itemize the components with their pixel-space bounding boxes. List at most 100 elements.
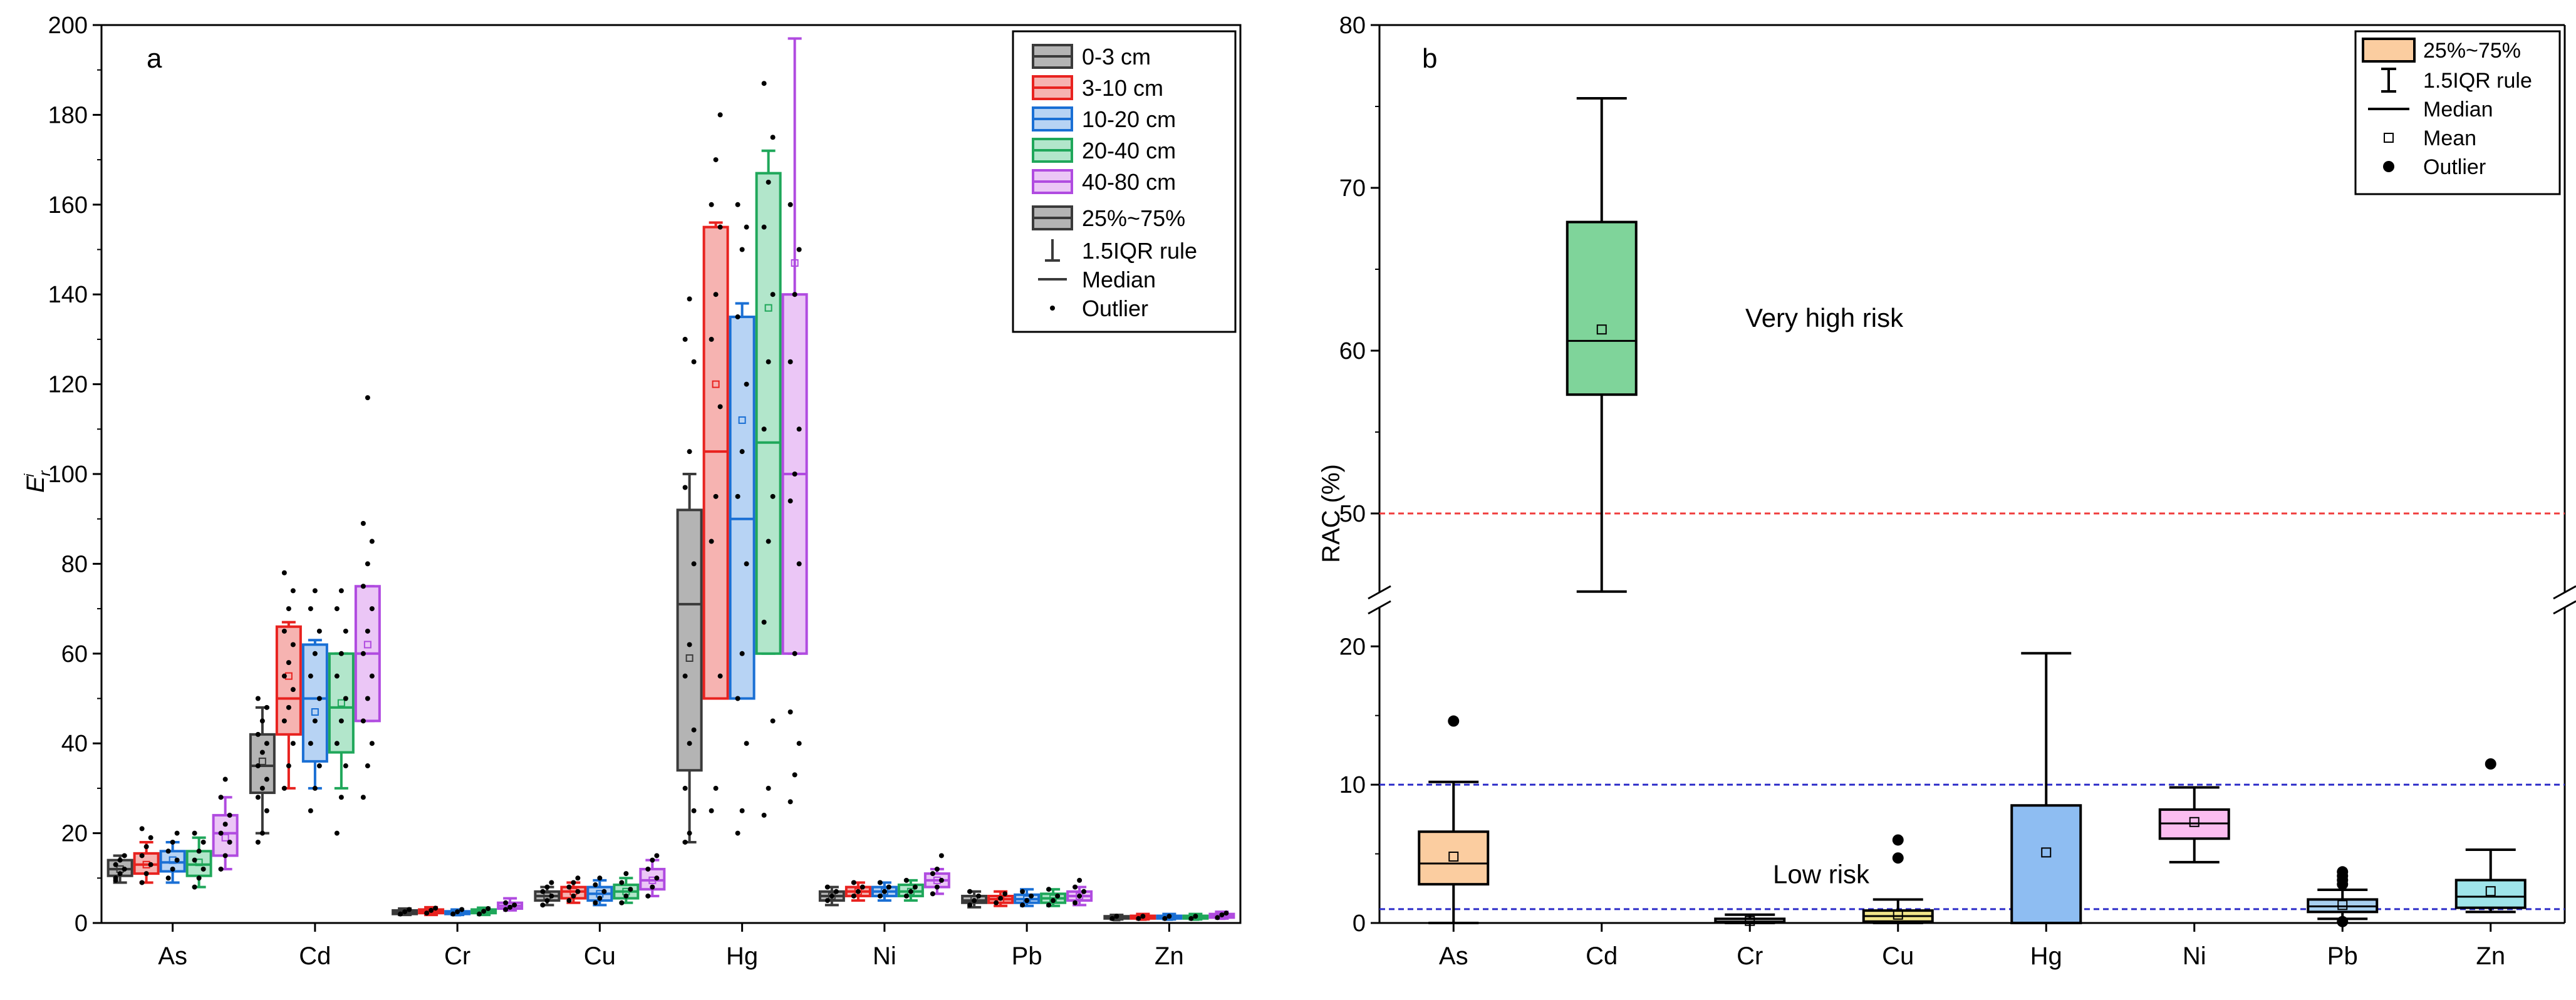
y-tick-label-a: 40 — [61, 731, 88, 757]
panel-label-b: b — [1422, 43, 1437, 74]
mean-marker-cd — [1596, 324, 1607, 335]
data-point — [739, 651, 745, 656]
legend-mean-icon-b — [2384, 133, 2394, 143]
data-point — [486, 906, 491, 912]
data-point — [312, 651, 318, 656]
y-tick-label-b: 0 — [1353, 910, 1366, 937]
mean-marker — [258, 757, 266, 765]
data-point — [687, 642, 692, 647]
data-point — [645, 866, 651, 872]
data-point — [761, 812, 767, 818]
data-point — [735, 696, 740, 701]
data-point — [148, 862, 153, 867]
x-tick-label-a: Cu — [584, 942, 616, 970]
data-point — [196, 848, 202, 854]
x-tick-label-b: As — [1439, 942, 1468, 970]
data-point — [687, 830, 692, 836]
data-point — [994, 900, 999, 905]
data-point — [407, 907, 412, 912]
data-point — [761, 224, 767, 230]
data-point — [691, 359, 697, 364]
outlier-point-zn — [2485, 758, 2496, 770]
data-point — [792, 472, 797, 477]
data-point — [143, 844, 149, 850]
data-point — [507, 904, 513, 910]
y-tick-label-a: 60 — [61, 641, 88, 668]
data-point — [650, 857, 655, 863]
mean-marker — [764, 304, 772, 312]
data-point — [650, 884, 655, 890]
mean-marker-cr — [1745, 915, 1755, 926]
y-tick-label-a: 20 — [61, 821, 88, 847]
data-point — [766, 179, 771, 185]
data-point — [766, 359, 771, 364]
data-point — [761, 81, 767, 86]
data-point — [930, 871, 935, 877]
y-tick-label-b: 10 — [1339, 772, 1366, 798]
data-point — [338, 651, 344, 656]
data-point — [796, 741, 802, 746]
mean-marker — [906, 887, 915, 895]
data-point — [593, 882, 598, 888]
data-point — [571, 880, 576, 885]
data-point — [218, 795, 224, 800]
data-point — [290, 687, 296, 693]
data-point — [264, 741, 269, 746]
data-point — [165, 875, 171, 881]
data-point — [165, 848, 171, 854]
data-point — [343, 696, 348, 701]
data-point — [312, 785, 318, 791]
box-cd-10-20cm — [301, 643, 328, 763]
box-hg-3-10cm — [702, 225, 729, 700]
mean-marker — [363, 641, 371, 649]
data-point — [744, 741, 749, 746]
data-point — [796, 247, 802, 252]
data-point — [735, 493, 740, 499]
legend-label: 25%~75% — [1082, 205, 1185, 231]
data-point — [713, 785, 719, 791]
data-point — [308, 741, 313, 746]
data-point — [428, 907, 434, 913]
data-point — [717, 404, 723, 410]
data-point — [540, 902, 546, 908]
data-point — [255, 696, 261, 701]
data-point — [139, 880, 145, 885]
mean-marker — [337, 699, 345, 707]
x-tick-label-a: Cd — [299, 942, 331, 970]
data-point — [459, 907, 465, 912]
axis-break-mark — [1368, 600, 1391, 615]
data-point — [761, 619, 767, 625]
data-point — [575, 875, 581, 881]
data-point — [566, 884, 572, 890]
data-point — [192, 884, 197, 890]
data-point — [360, 795, 366, 800]
data-point — [477, 911, 482, 917]
data-point — [903, 893, 909, 899]
data-point — [481, 909, 487, 914]
data-point — [360, 584, 366, 589]
data-point — [619, 880, 625, 885]
box-cd-3-10cm — [275, 625, 302, 736]
box-hg-10-20cm — [729, 316, 756, 700]
data-point — [908, 889, 913, 894]
data-point — [549, 893, 554, 899]
data-point — [628, 887, 633, 892]
data-point — [312, 718, 318, 724]
data-point — [739, 449, 745, 455]
data-point — [709, 202, 714, 207]
data-point — [851, 880, 856, 885]
data-point — [739, 808, 745, 813]
data-point — [713, 493, 719, 499]
data-point — [544, 884, 550, 890]
legend-label: 3-10 cm — [1082, 75, 1163, 101]
x-tick-label-b: Cu — [1882, 942, 1914, 970]
data-point — [1046, 902, 1052, 908]
mean-marker — [738, 416, 746, 424]
data-point — [122, 853, 127, 858]
box-cd-20-40cm — [328, 652, 355, 754]
mean-marker-as — [1448, 851, 1459, 862]
data-point — [343, 628, 348, 634]
data-point — [687, 449, 692, 455]
mean-marker — [1076, 892, 1084, 900]
